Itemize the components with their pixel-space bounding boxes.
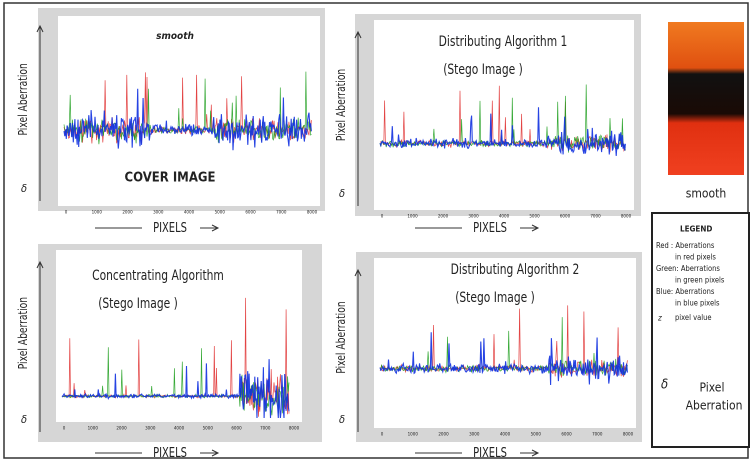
panel-title: smooth [156,31,194,42]
x-tick-label: 4000 [499,214,510,220]
x-tick-label: 5000 [203,426,214,432]
legend-title: LEGEND [680,225,712,234]
x-tick-label: 8000 [307,210,318,216]
y-axis-label: Pixel Aberration [16,63,30,135]
x-tick-label: 4000 [500,432,511,438]
x-tick-label: 3000 [469,432,480,438]
x-tick-label: 0 [65,210,68,216]
legend-delta: δ [661,378,668,393]
x-tick-label: 8000 [289,426,300,432]
x-tick-label: 2000 [122,210,133,216]
legend-line: Pixel [700,381,725,395]
x-tick-label: 2000 [116,426,127,432]
x-tick-label: 2000 [438,432,449,438]
legend-line: Red : Aberrations [656,241,715,250]
x-tick-label: 5000 [529,214,540,220]
legend-key: z [657,314,662,323]
x-tick-label: 4000 [174,426,185,432]
x-tick-label: 3000 [145,426,156,432]
x-tick-label: 8000 [621,214,632,220]
panel-title: Distributing Algorithm 2 [451,262,580,278]
x-axis-label: PIXELS [473,220,507,235]
legend-line: Blue: Aberrations [656,287,715,296]
x-axis-label: PIXELS [473,445,507,460]
y-delta: δ [21,413,27,426]
x-tick-label: 0 [63,426,66,432]
legend-line: pixel value [675,313,712,322]
legend-line: Green: Aberrations [656,264,720,273]
legend-line: in blue pixels [675,299,720,308]
panel-subtitle: (Stego Image ) [98,296,178,312]
x-tick-label: 3000 [153,210,164,216]
x-tick-label: 7000 [276,210,287,216]
x-tick-label: 1000 [407,214,418,220]
y-delta: δ [339,187,345,200]
x-tick-label: 7000 [260,426,271,432]
x-tick-label: 5000 [531,432,542,438]
panel-title: Concentrating Algorithm [92,268,224,284]
x-tick-label: 0 [381,432,384,438]
y-axis-label: Pixel Aberration [334,69,348,141]
x-tick-label: 1000 [408,432,419,438]
x-tick-label: 0 [381,214,384,220]
x-tick-label: 2000 [438,214,449,220]
x-tick-label: 1000 [88,426,99,432]
legend-line: in green pixels [675,276,725,285]
x-tick-label: 7000 [592,432,603,438]
y-axis-label: Pixel Aberration [16,297,30,369]
legend-line: in red pixels [675,253,716,262]
x-tick-label: 6000 [561,432,572,438]
figure: smooth LEGEND Red : Aberrations in red pi… [0,0,752,461]
x-axis-label: PIXELS [153,445,187,460]
x-tick-label: 1000 [92,210,103,216]
y-delta: δ [339,413,345,426]
x-tick-label: 8000 [623,432,634,438]
legend-line: Aberration [686,399,743,413]
panel-title: Distributing Algorithm 1 [439,34,568,50]
y-delta: δ [21,182,27,195]
x-tick-label: 6000 [231,426,242,432]
swatch-label: smooth [686,187,726,201]
x-tick-label: 6000 [560,214,571,220]
x-tick-label: 7000 [590,214,601,220]
x-axis-label: PIXELS [153,220,187,235]
x-tick-label: 5000 [215,210,226,216]
panel-subtitle: (Stego Image ) [443,62,523,78]
y-axis-label: Pixel Aberration [334,301,348,373]
x-tick-label: 4000 [184,210,195,216]
panel-subtitle: (Stego Image ) [455,290,535,306]
panel-label: COVER IMAGE [125,171,216,186]
smooth-swatch [668,22,744,175]
x-tick-label: 3000 [468,214,479,220]
x-tick-label: 6000 [245,210,256,216]
